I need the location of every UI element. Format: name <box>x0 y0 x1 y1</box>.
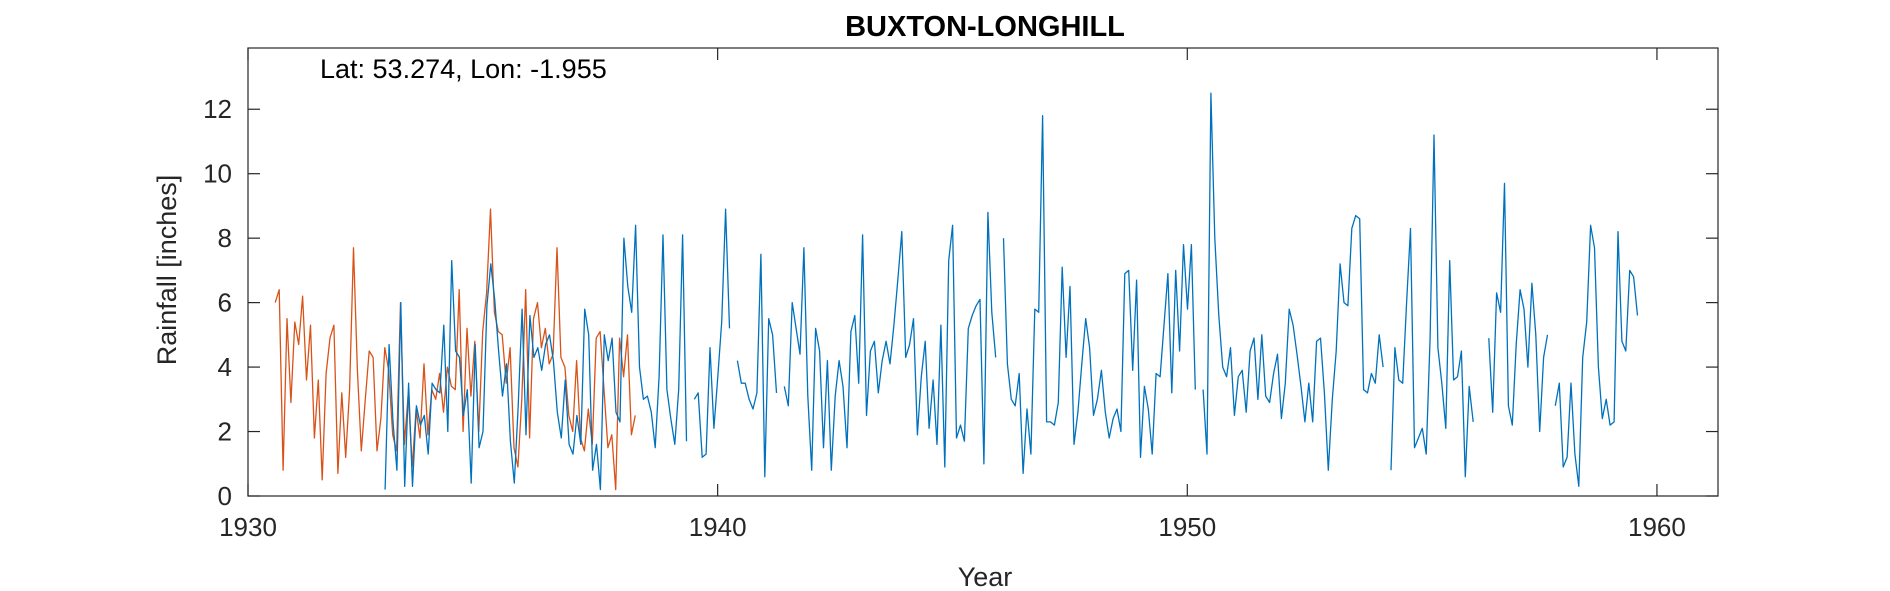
y-tick-label: 4 <box>218 352 232 382</box>
y-tick-label: 2 <box>218 417 232 447</box>
plot-axes: 1930 1940 1950 1960 0 2 4 6 8 10 12 <box>203 47 1719 542</box>
x-axis-label: Year <box>958 562 1013 591</box>
x-tick-label: 1960 <box>1628 512 1686 542</box>
series-line-orange <box>274 208 636 491</box>
y-axis-label: Rainfall [inches] <box>152 175 182 366</box>
chart-title: BUXTON-LONGHILL <box>845 11 1125 43</box>
x-tick-label: 1930 <box>219 512 277 542</box>
location-annotation: Lat: 53.274, Lon: -1.955 <box>320 54 607 84</box>
y-tick-label: 10 <box>203 159 232 189</box>
plot-frame <box>247 47 1719 497</box>
y-tick-label: 12 <box>203 94 232 124</box>
x-tick-label: 1940 <box>689 512 747 542</box>
series-line-blue <box>384 92 1639 491</box>
x-tick-label: 1950 <box>1158 512 1216 542</box>
y-tick-label: 0 <box>218 481 232 511</box>
y-tick-label: 8 <box>218 223 232 253</box>
plot-series <box>274 92 1639 491</box>
y-tick-label: 6 <box>218 288 232 318</box>
